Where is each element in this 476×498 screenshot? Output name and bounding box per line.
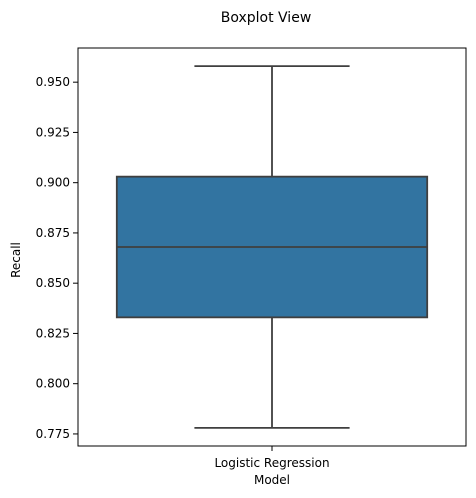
x-tick-label: Logistic Regression	[214, 456, 329, 470]
y-tick-label: 0.825	[36, 326, 70, 340]
y-tick-label: 0.875	[36, 226, 70, 240]
y-tick-label: 0.800	[36, 377, 70, 391]
x-axis-label: Model	[254, 473, 290, 487]
y-tick-label: 0.850	[36, 276, 70, 290]
plot-frame	[77, 47, 467, 447]
y-tick-label: 0.775	[36, 427, 70, 441]
y-tick-label: 0.900	[36, 176, 70, 190]
y-tick-label: 0.950	[36, 75, 70, 89]
y-axis-label: Recall	[9, 242, 23, 278]
plot-area: 0.775 0.800 0.825 0.850 0.875 0.900 0.925 0.950…	[36, 47, 467, 470]
y-tick-label: 0.925	[36, 125, 70, 139]
chart-title: Boxplot View	[221, 10, 312, 26]
